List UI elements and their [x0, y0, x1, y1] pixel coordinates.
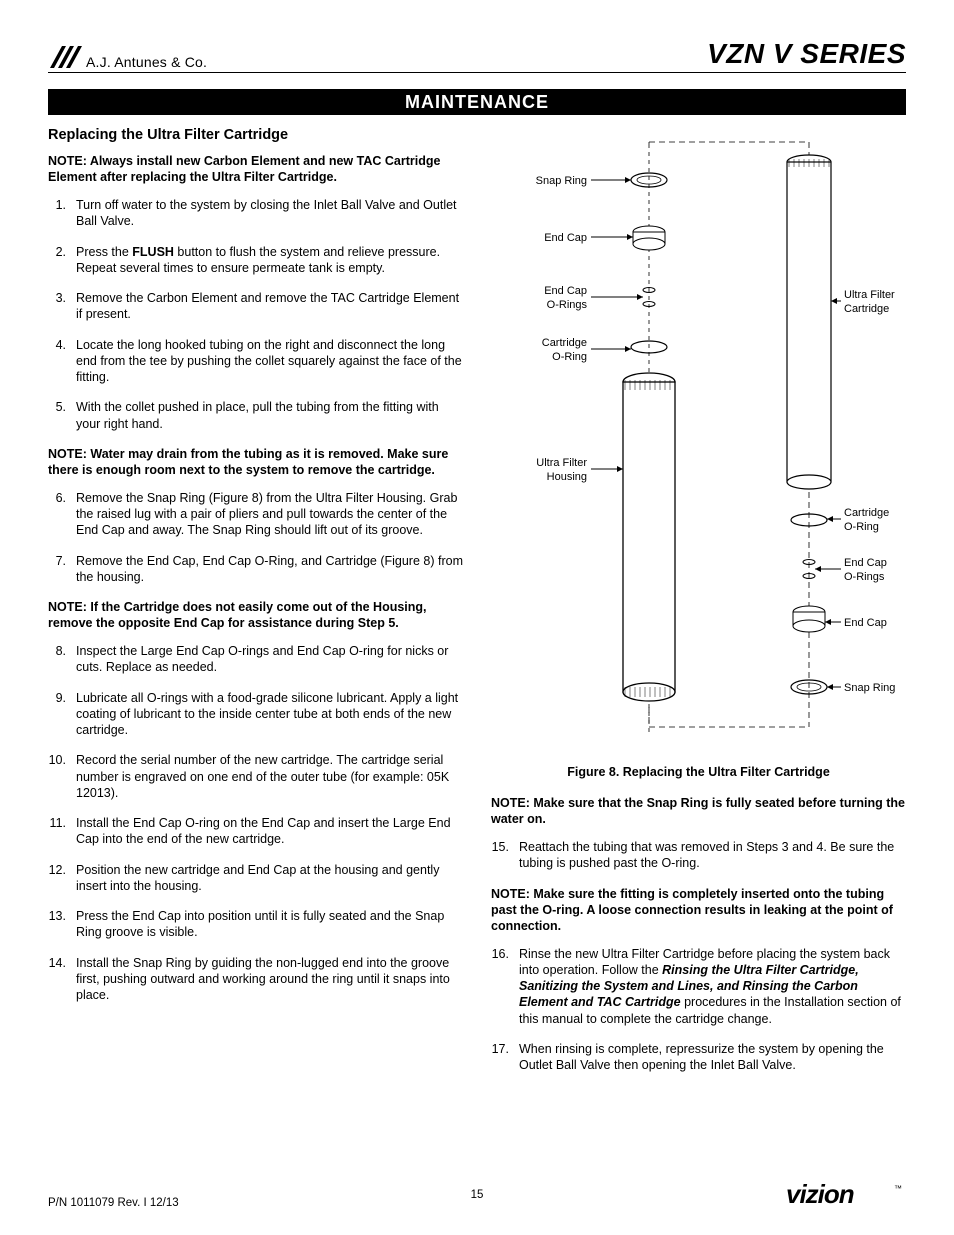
steps-list-e: 16.Rinse the new Ultra Filter Cartridge …	[491, 946, 906, 1074]
note-water-drain: NOTE: Water may drain from the tubing as…	[48, 446, 463, 478]
step-number: 2.	[48, 244, 76, 277]
step-text: Turn off water to the system by closing …	[76, 197, 463, 230]
step-number: 9.	[48, 690, 76, 739]
svg-text:vizion: vizion	[786, 1179, 854, 1209]
step-number: 6.	[48, 490, 76, 539]
company-name: A.J. Antunes & Co.	[86, 54, 207, 70]
svg-text:™: ™	[894, 1184, 902, 1193]
step-text: Reattach the tubing that was removed in …	[519, 839, 906, 872]
step-text: With the collet pushed in place, pull th…	[76, 399, 463, 432]
step-text: Press the End Cap into position until it…	[76, 908, 463, 941]
step-number: 5.	[48, 399, 76, 432]
step-item: 7.Remove the End Cap, End Cap O-Ring, an…	[48, 553, 463, 586]
step-text: Rinse the new Ultra Filter Cartridge bef…	[519, 946, 906, 1027]
step-text: Inspect the Large End Cap O-rings and En…	[76, 643, 463, 676]
left-column: Replacing the Ultra Filter Cartridge NOT…	[48, 127, 463, 1087]
step-item: 5.With the collet pushed in place, pull …	[48, 399, 463, 432]
step-item: 1.Turn off water to the system by closin…	[48, 197, 463, 230]
step-item: 14.Install the Snap Ring by guiding the …	[48, 955, 463, 1004]
note-install-new: NOTE: Always install new Carbon Element …	[48, 153, 463, 185]
part-number: P/N 1011079 Rev. I 12/13	[48, 1197, 179, 1209]
step-item: 10.Record the serial number of the new c…	[48, 752, 463, 801]
step-item: 8.Inspect the Large End Cap O-rings and …	[48, 643, 463, 676]
step-number: 17.	[491, 1041, 519, 1074]
svg-text:Cartridge: Cartridge	[541, 337, 586, 349]
step-item: 3.Remove the Carbon Element and remove t…	[48, 290, 463, 323]
section-title-bar: MAINTENANCE	[48, 89, 906, 115]
step-item: 2.Press the FLUSH button to flush the sy…	[48, 244, 463, 277]
step-item: 4.Locate the long hooked tubing on the r…	[48, 337, 463, 386]
step-text: Record the serial number of the new cart…	[76, 752, 463, 801]
note-snap-ring: NOTE: Make sure that the Snap Ring is fu…	[491, 795, 906, 827]
steps-list-b: 6.Remove the Snap Ring (Figure 8) from t…	[48, 490, 463, 585]
svg-text:Snap Ring: Snap Ring	[844, 682, 895, 694]
step-number: 1.	[48, 197, 76, 230]
step-text: Remove the Carbon Element and remove the…	[76, 290, 463, 323]
note-cartridge-stuck: NOTE: If the Cartridge does not easily c…	[48, 599, 463, 631]
step-number: 10.	[48, 752, 76, 801]
step-number: 4.	[48, 337, 76, 386]
svg-text:O-Ring: O-Ring	[844, 521, 879, 533]
step-text: When rinsing is complete, repressurize t…	[519, 1041, 906, 1074]
steps-list-d: 15.Reattach the tubing that was removed …	[491, 839, 906, 872]
step-item: 17.When rinsing is complete, repressuriz…	[491, 1041, 906, 1074]
step-item: 13.Press the End Cap into position until…	[48, 908, 463, 941]
step-text: Install the Snap Ring by guiding the non…	[76, 955, 463, 1004]
svg-text:Snap Ring: Snap Ring	[535, 175, 586, 187]
step-text: Remove the End Cap, End Cap O-Ring, and …	[76, 553, 463, 586]
step-number: 8.	[48, 643, 76, 676]
step-text: Locate the long hooked tubing on the rig…	[76, 337, 463, 386]
note-fitting: NOTE: Make sure the fitting is completel…	[491, 886, 906, 934]
vizion-logo-icon: vizion ™	[786, 1179, 906, 1209]
step-text: Install the End Cap O-ring on the End Ca…	[76, 815, 463, 848]
page-number: 15	[471, 1189, 484, 1201]
svg-text:O-Rings: O-Rings	[546, 299, 587, 311]
step-number: 7.	[48, 553, 76, 586]
step-text: Position the new cartridge and End Cap a…	[76, 862, 463, 895]
step-number: 16.	[491, 946, 519, 1027]
step-text: Press the FLUSH button to flush the syst…	[76, 244, 463, 277]
figure-8-diagram: Snap Ring End Cap End Cap O-Rings Cartridge O…	[491, 127, 906, 757]
step-item: 6.Remove the Snap Ring (Figure 8) from t…	[48, 490, 463, 539]
step-number: 12.	[48, 862, 76, 895]
step-text: Lubricate all O-rings with a food-grade …	[76, 690, 463, 739]
right-column: Snap Ring End Cap End Cap O-Rings Cartridge O…	[491, 127, 906, 1087]
content-columns: Replacing the Ultra Filter Cartridge NOT…	[48, 127, 906, 1087]
svg-text:Ultra Filter: Ultra Filter	[844, 289, 895, 301]
step-item: 9.Lubricate all O-rings with a food-grad…	[48, 690, 463, 739]
step-number: 13.	[48, 908, 76, 941]
svg-text:Ultra Filter: Ultra Filter	[536, 457, 587, 469]
svg-text:O-Rings: O-Rings	[844, 571, 885, 583]
step-item: 16.Rinse the new Ultra Filter Cartridge …	[491, 946, 906, 1027]
svg-text:End Cap: End Cap	[844, 557, 887, 569]
svg-text:End Cap: End Cap	[544, 232, 587, 244]
step-item: 15.Reattach the tubing that was removed …	[491, 839, 906, 872]
antunes-logo-icon	[48, 44, 82, 70]
step-number: 15.	[491, 839, 519, 872]
svg-text:Housing: Housing	[546, 471, 586, 483]
svg-text:Cartridge: Cartridge	[844, 303, 889, 315]
svg-text:End Cap: End Cap	[844, 617, 887, 629]
series-title: VZN V SERIES	[707, 38, 906, 70]
svg-text:O-Ring: O-Ring	[552, 351, 587, 363]
step-number: 3.	[48, 290, 76, 323]
svg-text:End Cap: End Cap	[544, 285, 587, 297]
step-text: Remove the Snap Ring (Figure 8) from the…	[76, 490, 463, 539]
steps-list-c: 8.Inspect the Large End Cap O-rings and …	[48, 643, 463, 1003]
page-header: A.J. Antunes & Co. VZN V SERIES	[48, 38, 906, 73]
company-logo-group: A.J. Antunes & Co.	[48, 44, 207, 70]
svg-text:Cartridge: Cartridge	[844, 507, 889, 519]
step-item: 11.Install the End Cap O-ring on the End…	[48, 815, 463, 848]
step-number: 14.	[48, 955, 76, 1004]
steps-list-a: 1.Turn off water to the system by closin…	[48, 197, 463, 432]
step-item: 12.Position the new cartridge and End Ca…	[48, 862, 463, 895]
figure-caption: Figure 8. Replacing the Ultra Filter Car…	[491, 765, 906, 779]
procedure-heading: Replacing the Ultra Filter Cartridge	[48, 127, 463, 143]
step-number: 11.	[48, 815, 76, 848]
